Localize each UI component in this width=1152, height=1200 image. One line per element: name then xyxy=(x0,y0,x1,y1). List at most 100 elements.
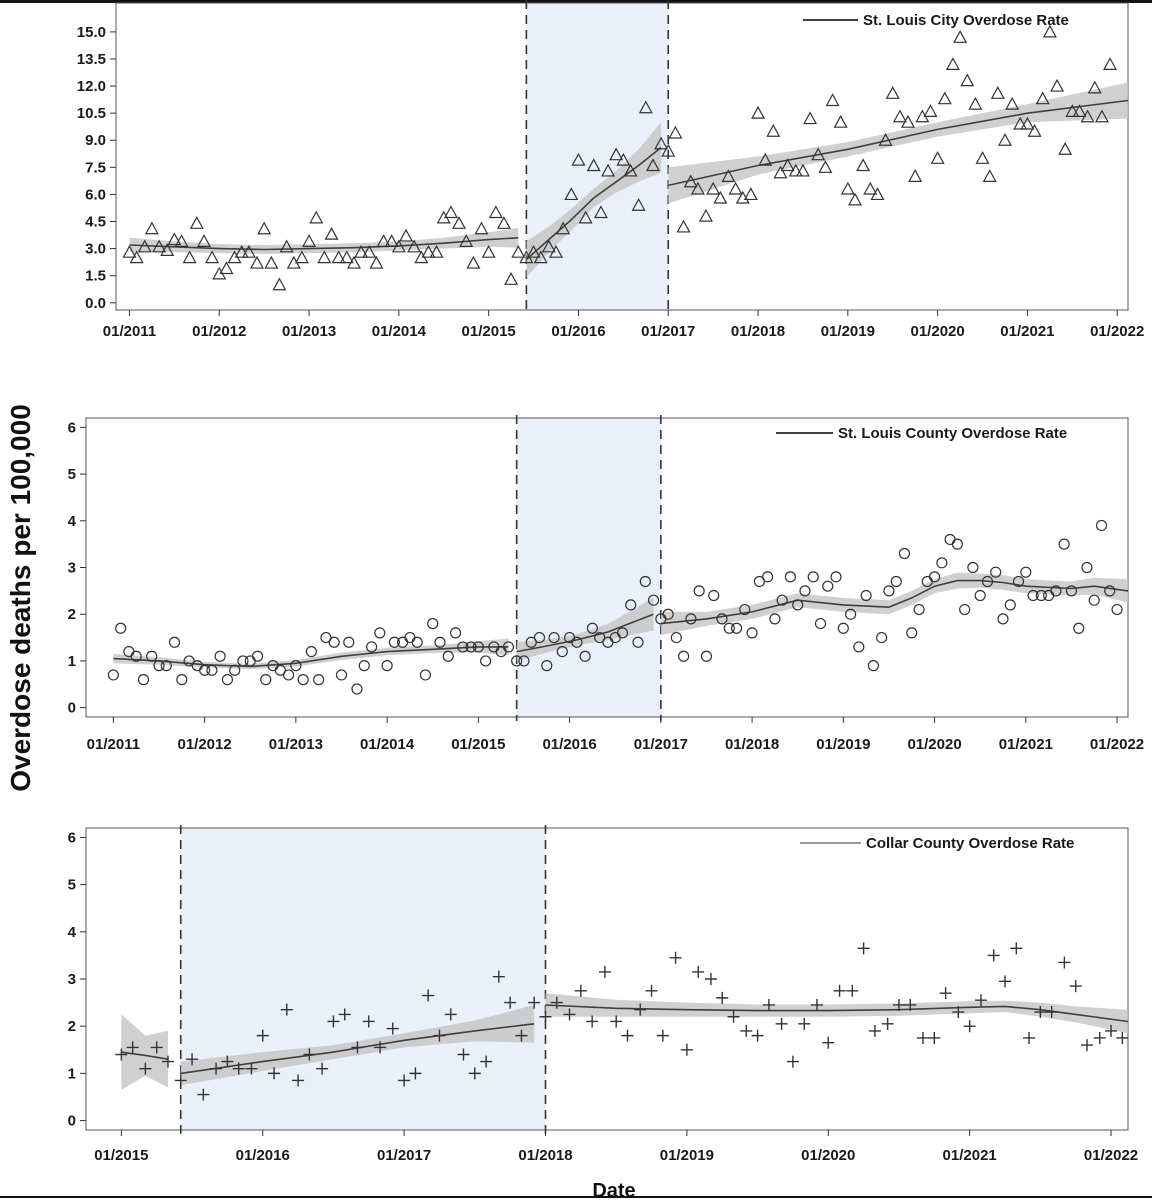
panel-1: 0.0 1.5 3.0 4.5 6.0 7.5 9.0 10.5 12.0 13.5 15.0 01/… xyxy=(77,0,1144,340)
data-point xyxy=(928,1031,941,1044)
data-point xyxy=(885,86,900,99)
data-point xyxy=(1010,942,1023,955)
x-tick-label: 01/2015 xyxy=(94,1147,148,1164)
data-point xyxy=(1073,622,1085,634)
data-point xyxy=(280,1003,293,1016)
data-point xyxy=(525,636,537,648)
data-point xyxy=(704,973,717,985)
data-point xyxy=(210,1062,223,1075)
data-point xyxy=(1058,956,1071,969)
data-point xyxy=(1111,603,1123,616)
y-tick-label: 4 xyxy=(68,513,77,530)
x-tick-label: 01/2018 xyxy=(518,1147,572,1164)
data-point xyxy=(384,234,399,247)
data-point xyxy=(443,205,458,219)
data-point xyxy=(139,1062,152,1075)
data-point xyxy=(292,1074,305,1087)
chart-panels: 0.0 1.5 3.0 4.5 6.0 7.5 9.0 10.5 12.0 13.5 15.0 01/… xyxy=(68,0,1144,1164)
x-tick-label: 01/2011 xyxy=(103,323,156,340)
x-tick-label: 01/2016 xyxy=(542,736,596,753)
data-point xyxy=(335,669,348,681)
data-point xyxy=(305,645,317,658)
data-point xyxy=(272,277,287,291)
fit-line-3 xyxy=(660,579,1128,625)
data-point xyxy=(616,627,629,639)
data-point xyxy=(761,571,774,583)
data-point xyxy=(1080,109,1095,123)
data-point xyxy=(784,571,796,583)
data-point xyxy=(878,132,893,146)
data-point xyxy=(391,239,406,253)
data-point xyxy=(388,636,401,648)
fit-group xyxy=(113,572,1128,670)
data-point xyxy=(429,244,444,258)
data-point xyxy=(860,589,872,602)
data-point xyxy=(990,566,1002,578)
data-point xyxy=(706,181,721,195)
data-point xyxy=(122,244,137,258)
data-point xyxy=(539,1010,552,1023)
data-point xyxy=(205,250,220,264)
data-point xyxy=(571,152,586,166)
data-point xyxy=(167,232,182,246)
data-point xyxy=(1012,575,1025,588)
data-point xyxy=(472,641,484,653)
data-point xyxy=(221,674,234,686)
data-point xyxy=(126,1041,139,1054)
data-point xyxy=(411,636,423,648)
data-point xyxy=(1042,24,1057,38)
fit-line-2 xyxy=(180,1023,535,1075)
data-point xyxy=(474,221,489,235)
data-point xyxy=(574,984,587,997)
data-point xyxy=(685,613,697,625)
data-point xyxy=(365,641,378,653)
data-point xyxy=(444,1008,457,1021)
x-tick-label: 01/2013 xyxy=(269,736,323,753)
data-point xyxy=(386,1022,399,1035)
data-point xyxy=(727,1010,740,1023)
data-point xyxy=(987,949,1000,962)
data-point xyxy=(645,158,660,172)
data-point xyxy=(803,111,818,125)
data-point xyxy=(1058,538,1070,550)
data-point xyxy=(328,636,340,648)
data-point xyxy=(376,234,391,247)
fit-line-1 xyxy=(121,1051,169,1060)
data-point xyxy=(680,1043,693,1056)
x-tick-label: 01/2020 xyxy=(907,736,961,753)
x-tick-label: 01/2020 xyxy=(911,323,965,340)
data-point xyxy=(990,86,1005,99)
data-point xyxy=(900,114,916,128)
intervention-shade xyxy=(516,418,661,717)
data-point xyxy=(433,1029,446,1042)
y-tick-label: 6 xyxy=(68,829,76,846)
data-point xyxy=(1088,594,1100,606)
y-tick-label: 0 xyxy=(68,1113,76,1130)
data-point xyxy=(698,208,713,222)
data-point xyxy=(480,655,492,667)
y-tick-label: 0 xyxy=(68,700,76,717)
data-point xyxy=(182,250,197,264)
data-point xyxy=(963,1020,976,1033)
data-point xyxy=(358,660,370,672)
data-point xyxy=(788,163,803,177)
data-point xyxy=(249,255,264,269)
data-point xyxy=(338,1008,351,1021)
intervention-shade xyxy=(180,828,546,1130)
data-point xyxy=(939,987,952,1000)
data-point xyxy=(670,631,682,644)
data-point xyxy=(810,998,823,1011)
y-tick-label: 1 xyxy=(68,1065,76,1082)
data-point xyxy=(174,234,189,247)
data-point xyxy=(840,181,855,195)
data-point xyxy=(268,1067,281,1080)
data-point xyxy=(232,1062,245,1075)
x-tick-label: 01/2019 xyxy=(821,323,875,340)
data-point xyxy=(481,244,496,258)
y-tick-label: 0.0 xyxy=(85,295,106,312)
data-point xyxy=(251,650,264,662)
data-point xyxy=(548,244,564,258)
data-point xyxy=(586,1015,599,1028)
y-tick-label: 2 xyxy=(68,1018,76,1035)
